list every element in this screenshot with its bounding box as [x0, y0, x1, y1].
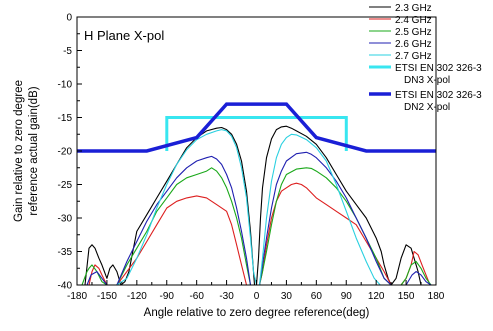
- legend-label-etsi-en-302-326-3-dn2-x-pol-line-1: ETSI EN 302 326-3: [395, 90, 482, 101]
- legend-label-2-5-ghz: 2.5 GHz: [395, 27, 432, 38]
- series-line-etsi-en-302-326-3-dn2-x-pol: [77, 102, 436, 153]
- x-tick-label: 180: [428, 291, 445, 302]
- x-tick-label: 30: [281, 291, 293, 302]
- x-tick-label: -150: [97, 291, 117, 302]
- x-tick-label: -180: [67, 291, 87, 302]
- x-tick-label: -90: [160, 291, 175, 302]
- y-tick-label: -20: [58, 147, 73, 158]
- legend-label-2-7-ghz: 2.7 GHz: [395, 51, 432, 62]
- y-tick-label: -25: [58, 180, 73, 191]
- axes: -180 -150 -120 -90 -60 -30 0 30 60 90 120 150 180 0 -5…: [58, 13, 445, 303]
- y-tick-label: -10: [58, 80, 73, 91]
- x-tick-label: 0: [254, 291, 260, 302]
- legend-label-etsi-en-302-326-3-dn3-x-pol-line-1: ETSI EN 302 326-3: [395, 63, 482, 74]
- y-tick-label: -5: [63, 46, 72, 57]
- x-tick-label: 90: [341, 291, 353, 302]
- x-tick-label: -60: [189, 291, 204, 302]
- legend-label-etsi-en-302-326-3-dn2-x-pol-line-2: DN2 X-pol: [404, 102, 450, 113]
- chart-annotation: H Plane X-pol: [84, 28, 164, 43]
- y-tick-label: 0: [66, 13, 72, 24]
- x-tick-label: 60: [311, 291, 323, 302]
- x-tick-label: -120: [127, 291, 147, 302]
- y-axis-label-line-2: reference actual gain(dB): [28, 86, 40, 215]
- x-tick-label: 120: [368, 291, 385, 302]
- legend-label-2-3-ghz: 2.3 GHz: [395, 3, 432, 14]
- y-tick-label: -35: [58, 247, 73, 258]
- series-lines: [77, 102, 436, 286]
- legend-label-etsi-en-302-326-3-dn3-x-pol-line-2: DN3 X-pol: [404, 75, 450, 86]
- y-tick-label: -15: [58, 113, 73, 124]
- x-axis-label: Angle relative to zero degree reference(…: [144, 307, 370, 319]
- x-tick-label: 150: [398, 291, 415, 302]
- series-line-etsi-en-302-326-3-dn3-x-pol: [165, 116, 348, 151]
- legend-label-2-4-ghz: 2.4 GHz: [395, 15, 432, 26]
- y-tick-label: -30: [58, 214, 73, 225]
- y-tick-label: -40: [58, 281, 73, 292]
- y-axis-label-line-1: Gain relative to zero degree: [13, 80, 25, 222]
- series-line-2-6-ghz: [77, 151, 436, 286]
- x-tick-label: -30: [219, 291, 234, 302]
- legend-label-2-6-ghz: 2.6 GHz: [395, 39, 432, 50]
